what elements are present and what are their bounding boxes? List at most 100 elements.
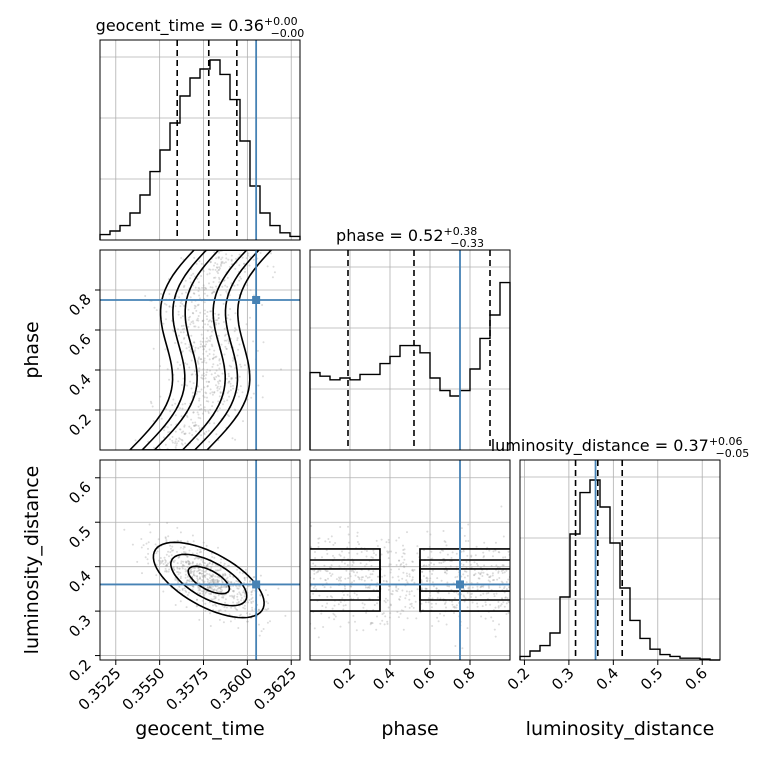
sample-point: [397, 588, 400, 590]
sample-point: [227, 390, 230, 393]
sample-point: [159, 365, 161, 368]
sample-point: [411, 560, 414, 563]
sample-point: [346, 564, 349, 567]
sample-point: [416, 552, 419, 555]
sample-point: [256, 349, 259, 352]
sample-point: [190, 427, 193, 430]
sample-point: [341, 560, 343, 563]
sample-point: [180, 415, 183, 418]
grid: [310, 250, 510, 450]
sample-point: [202, 575, 205, 577]
sample-point: [261, 396, 264, 399]
sample-point: [218, 579, 221, 582]
sample-point: [207, 380, 210, 383]
sample-point: [221, 581, 224, 584]
sample-point: [202, 561, 205, 564]
sample-point: [409, 603, 412, 606]
sample-point: [211, 578, 213, 581]
sample-point: [181, 328, 184, 331]
sample-point: [213, 276, 215, 279]
sample-point: [195, 319, 198, 322]
sample-point: [243, 579, 246, 581]
sample-point: [341, 550, 343, 553]
sample-point: [154, 543, 157, 546]
sample-point: [429, 577, 432, 580]
sample-point: [353, 579, 356, 582]
sample-point: [180, 560, 183, 563]
sample-point: [183, 424, 186, 427]
sample-point: [494, 635, 497, 638]
sample-point: [215, 589, 218, 592]
sample-point: [190, 373, 193, 376]
sample-point: [183, 337, 185, 340]
sample-point: [189, 568, 192, 571]
sample-point: [193, 341, 196, 344]
sample-point: [430, 562, 433, 564]
sample-point: [402, 552, 405, 555]
sample-point: [396, 590, 399, 593]
sample-point: [360, 576, 363, 579]
sample-point: [500, 603, 503, 606]
sample-point: [364, 565, 366, 568]
sample-point: [236, 587, 239, 590]
sample-point: [490, 616, 493, 619]
sample-point: [324, 606, 327, 609]
sample-point: [207, 578, 210, 581]
sample-point: [209, 310, 212, 313]
sample-point: [252, 392, 255, 395]
sample-point: [453, 597, 456, 600]
sample-point: [504, 596, 507, 599]
sample-point: [165, 303, 168, 306]
sample-point: [205, 544, 208, 547]
sample-point: [443, 603, 446, 605]
histogram-luminosity_distance: [519, 479, 720, 661]
sample-point: [196, 598, 198, 601]
sample-point: [202, 372, 205, 375]
sample-point: [197, 413, 200, 416]
sample-point: [369, 573, 372, 576]
sample-point: [488, 549, 491, 552]
sample-point: [415, 617, 418, 620]
sample-point: [496, 578, 499, 581]
sample-point: [365, 611, 368, 614]
sample-point: [228, 364, 231, 367]
sample-point: [361, 576, 364, 579]
sample-point: [190, 321, 193, 324]
sample-point: [187, 318, 190, 321]
sample-point: [181, 303, 184, 305]
sample-point: [405, 579, 408, 582]
sample-point: [431, 573, 433, 575]
sample-point: [199, 358, 202, 361]
sample-point: [223, 279, 226, 282]
sample-point: [230, 378, 233, 381]
sample-point: [447, 592, 450, 595]
sample-point: [213, 376, 216, 379]
sample-point: [198, 572, 201, 575]
sample-point: [437, 620, 440, 623]
sample-point: [193, 292, 196, 295]
sample-point: [211, 580, 214, 583]
sample-point: [219, 590, 222, 593]
sample-point: [467, 540, 470, 542]
sample-point: [445, 623, 448, 626]
sample-point: [209, 335, 212, 338]
sample-point: [338, 576, 340, 579]
sample-point: [498, 551, 501, 554]
sample-point: [210, 575, 213, 578]
sample-point: [389, 612, 392, 615]
sample-point: [197, 385, 199, 388]
sample-point: [347, 525, 349, 528]
sample-point: [237, 600, 240, 603]
sample-point: [349, 585, 352, 588]
x-tick-label: 0.3625: [250, 664, 300, 714]
sample-point: [246, 576, 249, 579]
sample-point: [200, 358, 203, 361]
sample-point: [492, 620, 495, 622]
sample-point: [183, 546, 186, 549]
sample-point: [420, 581, 423, 583]
sample-point: [416, 588, 419, 591]
sample-point: [209, 369, 211, 372]
sample-point: [198, 370, 201, 373]
sample-point: [505, 613, 508, 615]
sample-point: [257, 384, 260, 387]
